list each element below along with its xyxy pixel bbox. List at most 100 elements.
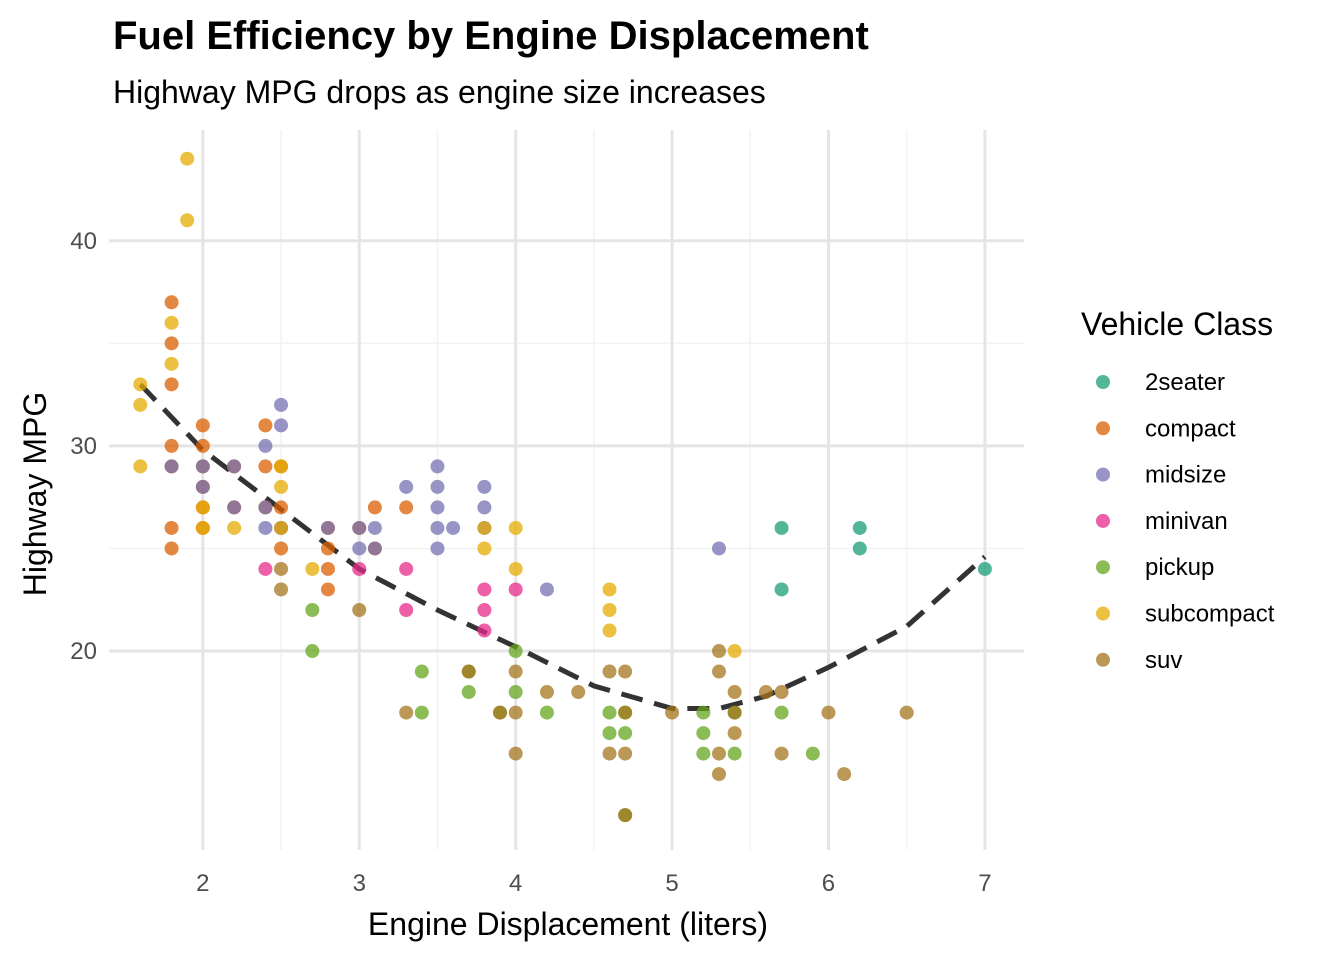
- legend-key-subcompact: [1096, 606, 1110, 621]
- legend-items: 2seater compact midsize minivan pickup subcom…: [1096, 369, 1275, 674]
- data-point-suv: [727, 705, 742, 720]
- data-point-minivan: [477, 603, 492, 617]
- data-point-midsize: [367, 541, 382, 556]
- data-point-subcompact: [133, 377, 148, 392]
- data-point-compact: [367, 500, 382, 515]
- data-point-subcompact: [164, 356, 179, 371]
- data-point-suv: [758, 685, 773, 700]
- data-point-midsize: [539, 582, 554, 597]
- data-point-2seater: [852, 520, 867, 535]
- data-point-midsize: [430, 479, 445, 494]
- data-point-2seater: [852, 541, 867, 556]
- data-point-compact: [164, 336, 179, 351]
- data-point-suv: [727, 726, 742, 741]
- data-point-subcompact: [602, 582, 617, 597]
- x-tick-label: 7: [978, 870, 991, 897]
- data-point-midsize: [274, 418, 289, 433]
- legend-item-pickup: pickup: [1096, 554, 1214, 581]
- data-point-pickup: [602, 726, 617, 741]
- data-point-compact: [195, 438, 210, 453]
- data-point-pickup: [414, 664, 429, 679]
- data-point-midsize: [258, 500, 273, 515]
- data-point-minivan: [477, 582, 492, 597]
- y-tick-label: 40: [70, 228, 97, 255]
- x-tick-label: 4: [509, 870, 522, 897]
- data-point-suv: [539, 685, 554, 700]
- data-point-suv: [493, 705, 508, 720]
- legend-key-minivan: [1096, 513, 1110, 528]
- legend-key-2seater: [1096, 375, 1110, 389]
- data-point-suv: [774, 746, 789, 761]
- data-point-midsize: [477, 479, 492, 494]
- data-point-midsize: [430, 500, 445, 515]
- legend-key-compact: [1096, 421, 1110, 436]
- data-point-minivan: [477, 623, 492, 638]
- data-point-subcompact: [274, 520, 289, 535]
- data-point-suv: [665, 705, 680, 720]
- legend-item-subcompact: subcompact: [1096, 601, 1275, 628]
- x-tick-label: 2: [196, 870, 209, 897]
- data-point-suv: [274, 561, 289, 576]
- data-point-subcompact: [227, 520, 242, 535]
- data-point-suv: [712, 644, 726, 659]
- data-point-midsize: [320, 520, 335, 535]
- data-point-minivan: [399, 561, 414, 576]
- data-point-pickup: [696, 726, 711, 741]
- data-point-pickup: [305, 603, 320, 617]
- data-point-subcompact: [274, 459, 289, 474]
- data-point-pickup: [305, 644, 320, 659]
- data-point-subcompact: [274, 479, 289, 494]
- data-point-midsize: [258, 520, 273, 535]
- legend-item-2seater: 2seater: [1096, 369, 1225, 396]
- legend-label-subcompact: subcompact: [1145, 601, 1275, 628]
- data-point-subcompact: [477, 520, 492, 535]
- data-point-subcompact: [602, 623, 617, 638]
- data-point-midsize: [164, 459, 179, 474]
- legend-label-pickup: pickup: [1145, 554, 1214, 581]
- data-point-compact: [164, 541, 179, 556]
- data-point-compact: [320, 541, 335, 556]
- data-point-pickup: [696, 746, 711, 761]
- data-point-suv: [712, 664, 726, 679]
- grid-lines: [109, 130, 1024, 850]
- data-point-midsize: [712, 541, 726, 556]
- legend-label-minivan: minivan: [1145, 508, 1228, 535]
- legend-label-midsize: midsize: [1145, 462, 1226, 489]
- data-point-pickup: [618, 726, 633, 741]
- data-point-minivan: [508, 582, 523, 597]
- legend-label-suv: suv: [1145, 647, 1182, 674]
- chart-title: Fuel Efficiency by Engine Displacement: [113, 14, 869, 58]
- data-point-compact: [320, 561, 335, 576]
- data-point-subcompact: [508, 561, 523, 576]
- data-point-midsize: [227, 459, 242, 474]
- data-point-midsize: [352, 541, 367, 556]
- data-point-pickup: [805, 746, 820, 761]
- data-point-subcompact: [195, 520, 210, 535]
- data-point-suv: [837, 767, 852, 782]
- legend-key-midsize: [1096, 467, 1110, 482]
- data-point-pickup: [508, 685, 523, 700]
- data-point-subcompact: [602, 603, 617, 617]
- data-point-midsize: [430, 520, 445, 535]
- data-point-pickup: [508, 644, 523, 659]
- data-point-suv: [461, 664, 476, 679]
- data-point-pickup: [774, 705, 789, 720]
- data-point-compact: [274, 500, 289, 515]
- data-point-midsize: [352, 520, 367, 535]
- data-point-suv: [727, 685, 742, 700]
- data-point-suv: [712, 767, 726, 782]
- data-point-suv: [618, 664, 633, 679]
- data-point-compact: [399, 500, 414, 515]
- data-point-midsize: [430, 459, 445, 474]
- data-point-2seater: [977, 561, 992, 576]
- data-point-pickup: [727, 746, 742, 761]
- data-point-suv: [274, 582, 289, 597]
- legend-title: Vehicle Class: [1081, 306, 1273, 342]
- data-point-subcompact: [180, 213, 195, 228]
- y-tick-label: 30: [70, 433, 97, 460]
- data-point-subcompact: [727, 644, 742, 659]
- data-point-2seater: [774, 520, 789, 535]
- data-point-midsize: [430, 541, 445, 556]
- y-axis-title: Highway MPG: [17, 392, 53, 597]
- data-point-2seater: [774, 582, 789, 597]
